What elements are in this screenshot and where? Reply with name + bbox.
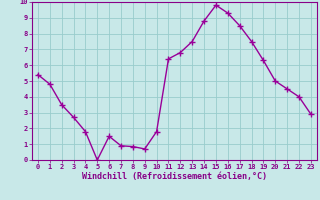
X-axis label: Windchill (Refroidissement éolien,°C): Windchill (Refroidissement éolien,°C) bbox=[82, 172, 267, 181]
